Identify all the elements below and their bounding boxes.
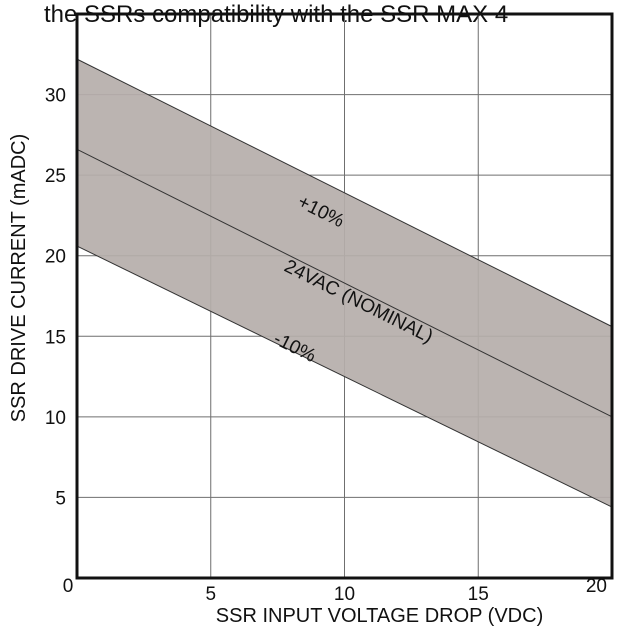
- x-tick-label: 0: [63, 576, 74, 597]
- x-tick-label: 5: [205, 584, 216, 605]
- x-axis-title: SSR INPUT VOLTAGE DROP (VDC): [216, 605, 543, 627]
- x-tick-labels: 0 5 10 15 20: [63, 576, 607, 605]
- y-tick-label: 5: [55, 488, 66, 509]
- y-tick-label: 20: [45, 247, 66, 268]
- y-tick-label: 30: [45, 86, 66, 107]
- x-tick-label: 20: [586, 576, 607, 597]
- series-line-plus10: [76, 58, 613, 328]
- series-line-nominal: [76, 148, 613, 418]
- y-tick-label: 25: [45, 166, 66, 187]
- y-axis-title: SSR DRIVE CURRENT (mADC): [8, 134, 30, 423]
- y-tick-label: 10: [45, 408, 66, 429]
- series-line-minus10: [76, 245, 613, 508]
- series-lines: [76, 58, 613, 508]
- x-tick-label: 10: [334, 584, 355, 605]
- x-tick-label: 15: [468, 584, 489, 605]
- y-tick-label: 15: [45, 327, 66, 348]
- plot-frame: [75, 12, 614, 580]
- y-tick-labels: 5 10 15 20 25 30: [45, 86, 66, 510]
